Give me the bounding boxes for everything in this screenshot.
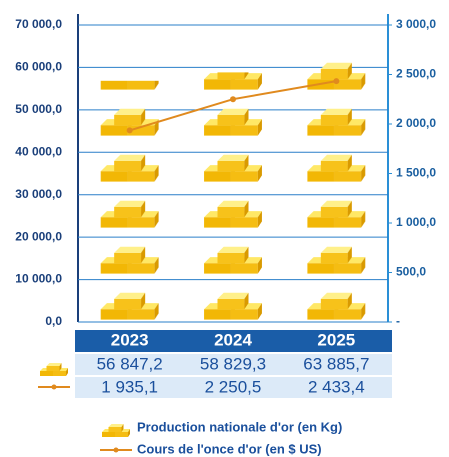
pictograph-bar (305, 50, 368, 322)
table-header (75, 330, 392, 352)
y-tick-label: 50 000,0 (15, 102, 62, 116)
x-tick-label: 2024 (214, 330, 252, 349)
legend-label: Cours de l'once d'or (en $ US) (137, 441, 322, 456)
y-tick-label: 20 000,0 (15, 229, 62, 243)
y2-tick-label: 2 000,0 (396, 116, 436, 130)
table-row (75, 377, 392, 398)
row-icon (51, 384, 57, 390)
y-tick-label: 0,0 (45, 314, 62, 328)
y2-tick-label: 1 500,0 (396, 166, 436, 180)
table-value: 63 885,7 (303, 354, 369, 373)
line-marker (230, 96, 236, 103)
legend-label: Production nationale d'or (en Kg) (137, 419, 342, 434)
table-value: 2 250,5 (205, 377, 262, 396)
x-tick-label: 2023 (111, 330, 149, 349)
line-marker (333, 78, 340, 85)
legend-icon (113, 447, 119, 453)
pictograph-bar (202, 72, 264, 322)
y2-tick-label: 3 000,0 (396, 17, 436, 31)
y-tick-label: 40 000,0 (15, 144, 62, 158)
table-value: 2 433,4 (308, 377, 365, 396)
y2-tick-label: 2 500,0 (396, 67, 436, 81)
legend-icon (102, 424, 130, 437)
y2-tick-label: 1 000,0 (396, 215, 436, 229)
y-tick-label: 10 000,0 (15, 272, 62, 286)
row-icon (40, 363, 68, 376)
table-row (75, 354, 392, 375)
pictograph-bar (98, 80, 161, 322)
y-tick-label: 70 000,0 (15, 17, 62, 31)
y-tick-label: 60 000,0 (15, 60, 62, 74)
y2-tick-label: 500,0 (396, 265, 426, 279)
y-tick-label: 30 000,0 (15, 187, 62, 201)
table-value: 58 829,3 (200, 354, 266, 373)
y2-tick-label: - (396, 314, 400, 328)
line-marker (126, 127, 133, 134)
table-value: 1 935,1 (101, 377, 158, 396)
x-tick-label: 2025 (317, 330, 355, 349)
table-value: 56 847,2 (97, 354, 163, 373)
